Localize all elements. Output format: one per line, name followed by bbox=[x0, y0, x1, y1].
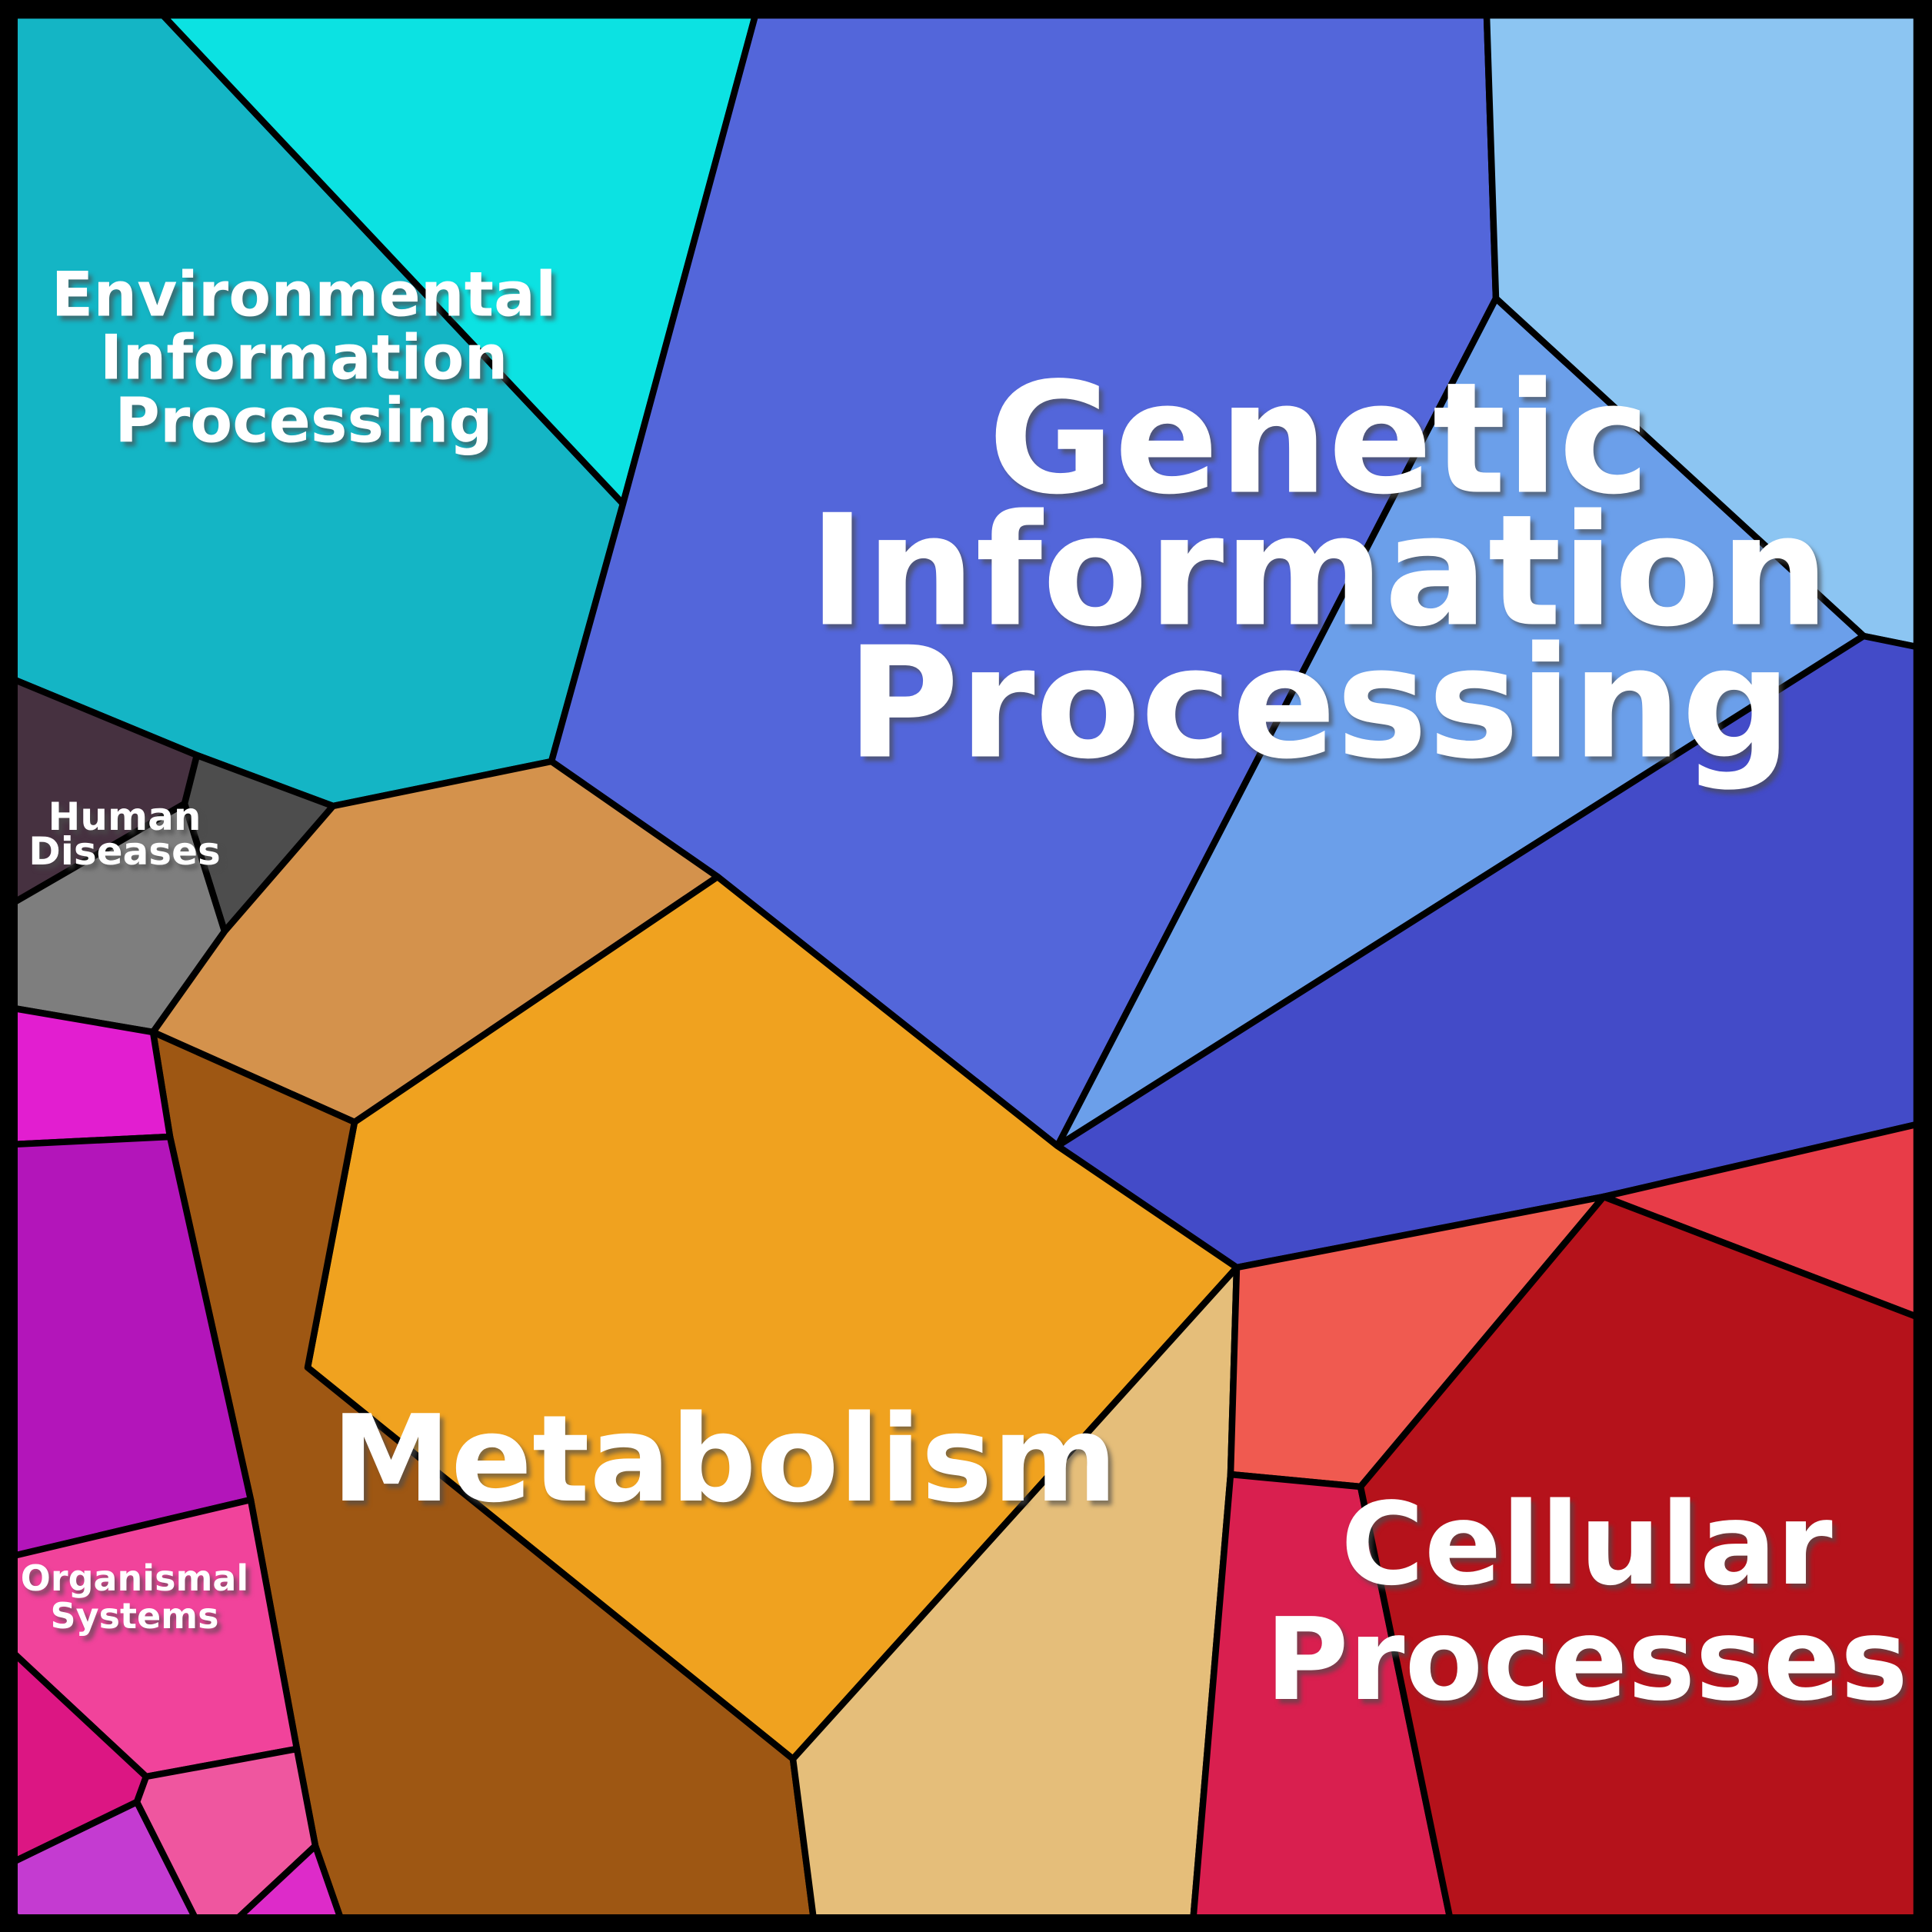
treemap-cell-os-magenta bbox=[5, 1004, 174, 1148]
category-label-human-diseases: Human Diseases bbox=[28, 794, 221, 874]
category-label-line: Processes bbox=[1265, 1594, 1908, 1726]
category-label-line: Information bbox=[100, 322, 508, 394]
category-label-line: Metabolism bbox=[331, 1389, 1118, 1529]
category-label-line: Systems bbox=[51, 1595, 219, 1637]
category-label-metabolism: Metabolism bbox=[331, 1389, 1118, 1529]
treemap-cells-layer bbox=[5, 12, 1920, 1932]
category-label-line: Organismal bbox=[21, 1557, 248, 1599]
category-label-line: Processing bbox=[115, 385, 493, 457]
category-label-line: Environmental bbox=[52, 259, 557, 331]
category-label-line: Information bbox=[808, 482, 1829, 661]
category-label-line: Diseases bbox=[28, 829, 221, 874]
category-label-genetic-information-processing: Genetic Information Processing bbox=[808, 350, 1829, 794]
category-label-cellular-processes: Cellular Processes bbox=[1265, 1478, 1908, 1726]
treemap-cell-cp-crimson bbox=[1188, 1471, 1457, 1932]
category-label-line: Cellular bbox=[1341, 1478, 1832, 1611]
category-label-line: Processing bbox=[846, 615, 1791, 794]
treemap-cell-os-magenta-2 bbox=[219, 1842, 349, 1932]
treemap-labels-layer: Environmental Information Processing Geneti… bbox=[21, 259, 1908, 1727]
category-label-line: Human bbox=[48, 794, 202, 839]
category-label-organismal-systems: Organismal Systems bbox=[21, 1557, 248, 1637]
category-label-line: Genetic bbox=[988, 350, 1651, 529]
category-label-environmental-information-processing: Environmental Information Processing bbox=[52, 259, 557, 457]
